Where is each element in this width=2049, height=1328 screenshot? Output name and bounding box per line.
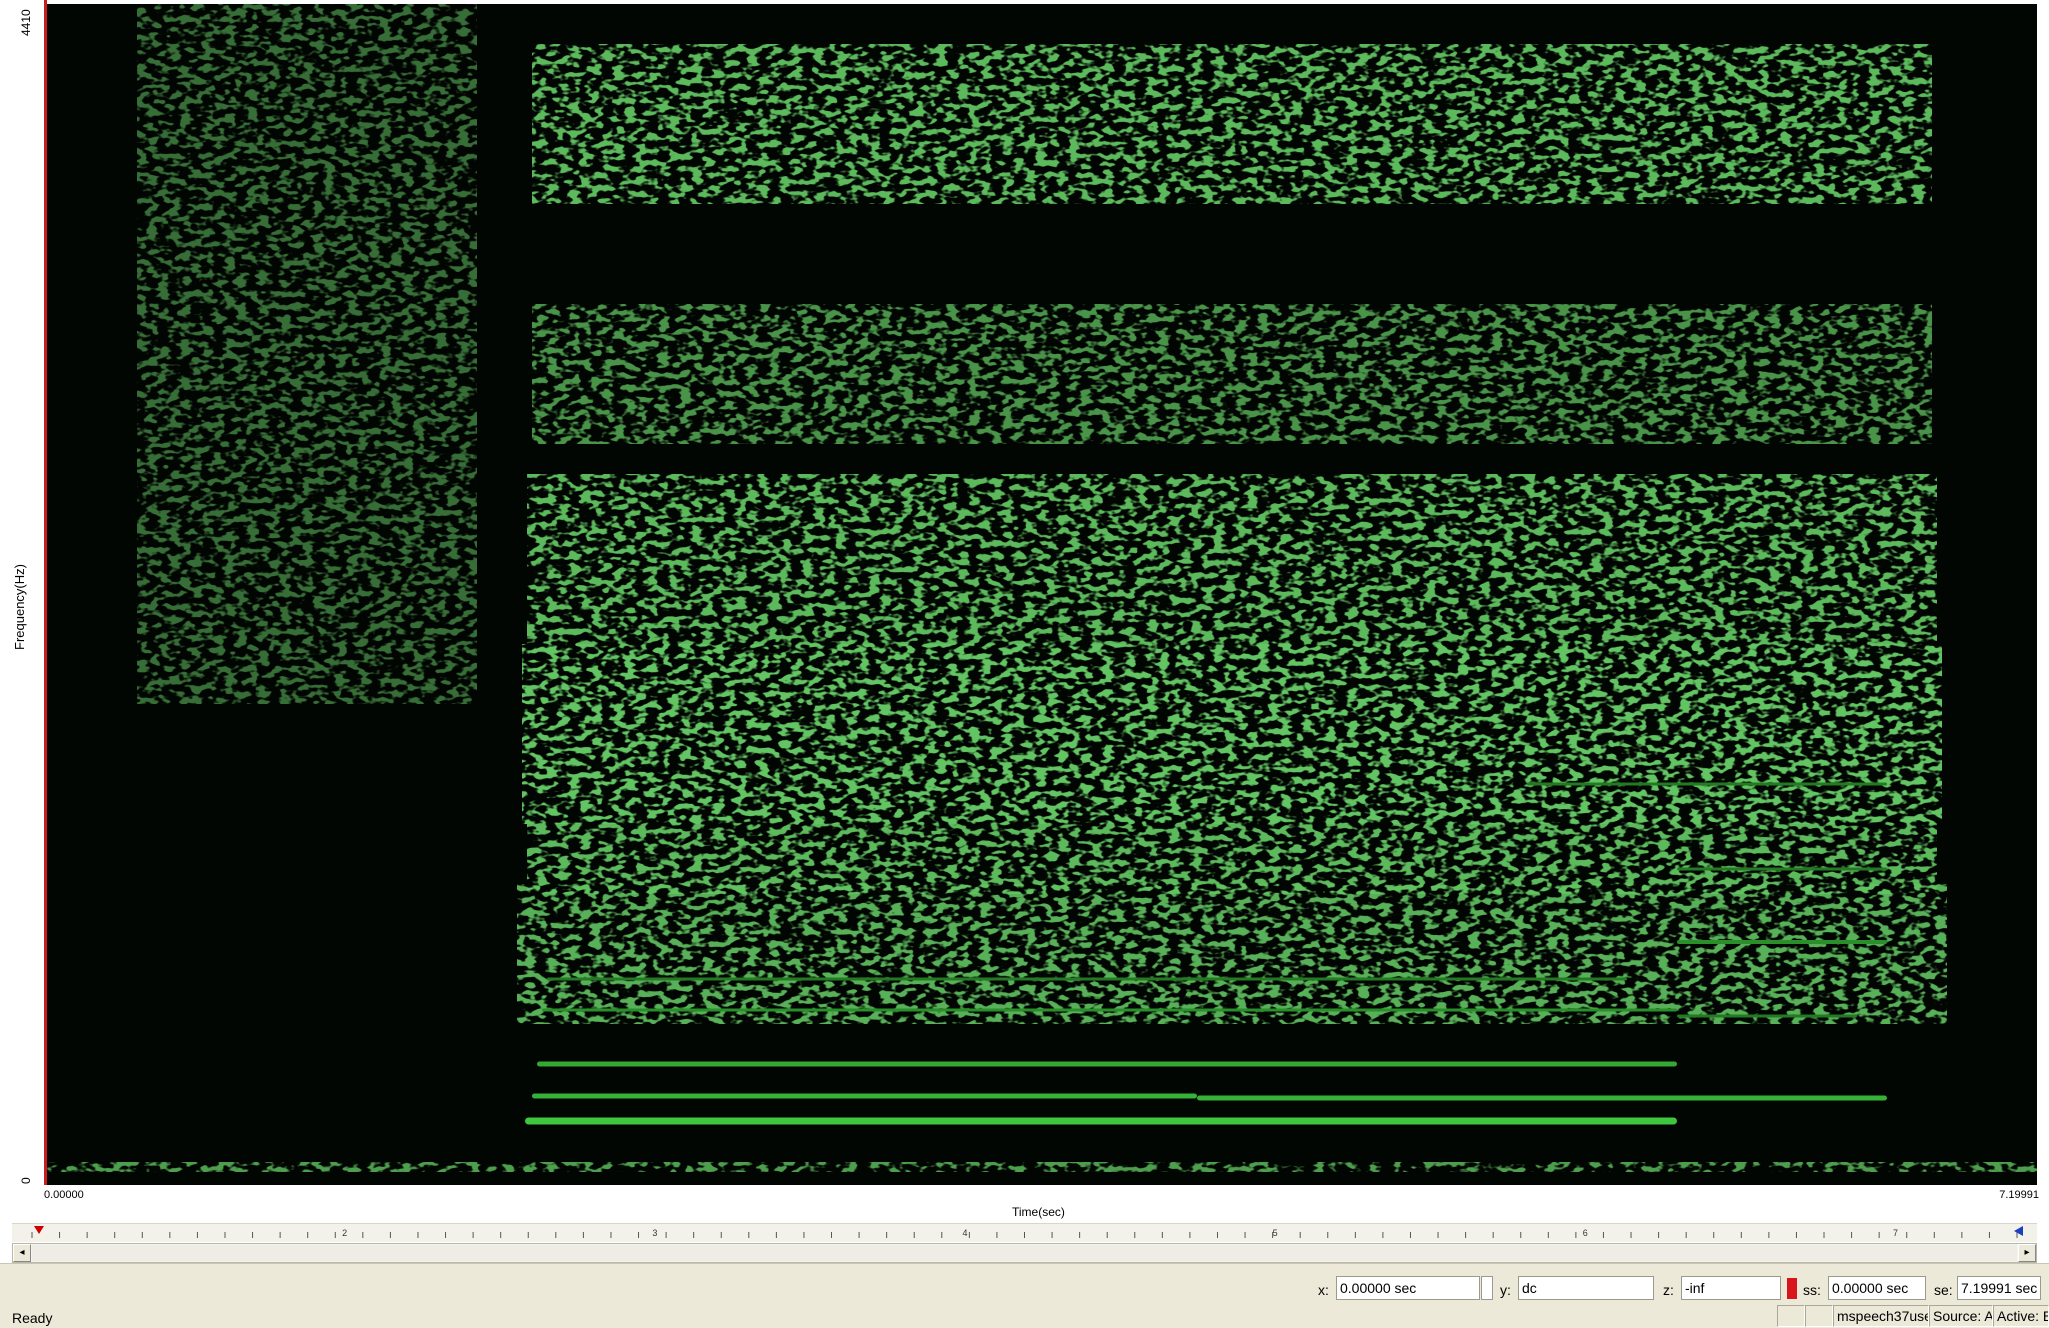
energy-band-low bbox=[517, 884, 1947, 1024]
timeline-ruler[interactable]: 2 3 4 5 6 7 bbox=[12, 1223, 2037, 1242]
y-axis: 4410 0 Frequency(Hz) bbox=[0, 0, 47, 1185]
x-field: 0.00000 sec bbox=[1336, 1276, 1480, 1300]
status-source: Source: A bbox=[1929, 1305, 1993, 1327]
selection-start-marker[interactable] bbox=[34, 1226, 44, 1234]
x-tick-max: 7.19991 bbox=[1999, 1189, 2039, 1201]
status-panel-empty-1 bbox=[1777, 1305, 1805, 1327]
harmonic-line-8 bbox=[1527, 782, 1887, 786]
cursor-line bbox=[44, 0, 47, 1185]
ss-field: 0.00000 sec bbox=[1828, 1276, 1926, 1300]
y-tick-max: 4410 bbox=[19, 9, 33, 36]
y-field: dc bbox=[1518, 1276, 1654, 1300]
harmonic-line-3 bbox=[537, 1061, 1677, 1067]
x-tick-min: 0.00000 bbox=[44, 1189, 84, 1201]
status-active: Active: B bbox=[1993, 1305, 2049, 1327]
spectrogram-image bbox=[47, 4, 2037, 1172]
y-field-label: y: bbox=[1500, 1282, 1511, 1298]
spectrogram-plot[interactable] bbox=[47, 4, 2037, 1185]
ruler-label: 2 bbox=[342, 1228, 347, 1238]
ss-field-label: ss: bbox=[1803, 1282, 1821, 1298]
record-indicator bbox=[1787, 1278, 1797, 1299]
energy-band-upper-mid bbox=[532, 304, 1932, 444]
se-field: 7.19991 sec bbox=[1957, 1276, 2041, 1300]
y-axis-label: Frequency(Hz) bbox=[12, 564, 27, 650]
energy-band-formant bbox=[522, 644, 1942, 824]
harmonic-line-2b bbox=[1197, 1095, 1887, 1101]
energy-region-early bbox=[137, 4, 477, 704]
selection-end-marker[interactable] bbox=[2014, 1226, 2023, 1236]
harmonic-line-4 bbox=[542, 1008, 1677, 1012]
x-axis-label: Time(sec) bbox=[1012, 1205, 1065, 1219]
harmonic-line-1 bbox=[525, 1117, 1677, 1125]
arrow-left-icon: ◂ bbox=[19, 1247, 25, 1258]
x-field-label: x: bbox=[1318, 1282, 1329, 1298]
harmonic-line-4b bbox=[1677, 1014, 1857, 1018]
z-field-label: z: bbox=[1663, 1282, 1674, 1298]
status-ready: Ready bbox=[12, 1310, 53, 1326]
harmonic-line-6 bbox=[1677, 940, 1887, 944]
harmonic-line-7 bbox=[1677, 867, 1887, 871]
harmonic-line-2a bbox=[532, 1093, 1197, 1099]
x-field-divider bbox=[1481, 1276, 1493, 1300]
harmonic-line-5 bbox=[547, 977, 1627, 981]
status-bar: x: 0.00000 sec y: dc z: -inf ss: 0.00000… bbox=[0, 1263, 2049, 1328]
scroll-right-button[interactable]: ▸ bbox=[2018, 1244, 2036, 1262]
ruler-label: 4 bbox=[962, 1228, 967, 1238]
horizontal-scrollbar[interactable]: ◂ ▸ bbox=[12, 1243, 2037, 1263]
se-field-label: se: bbox=[1934, 1282, 1953, 1298]
y-tick-min: 0 bbox=[19, 1177, 33, 1184]
ruler-label: 7 bbox=[1893, 1228, 1898, 1238]
z-field: -inf bbox=[1681, 1276, 1781, 1300]
status-panel-empty-2 bbox=[1805, 1305, 1833, 1327]
ruler-ticks: 2 3 4 5 6 7 bbox=[31, 1228, 2018, 1238]
ruler-label: 5 bbox=[1273, 1228, 1278, 1238]
scroll-left-button[interactable]: ◂ bbox=[13, 1244, 31, 1262]
ruler-label: 3 bbox=[652, 1228, 657, 1238]
scrollbar-thumb[interactable] bbox=[32, 1245, 2017, 1261]
plot-right-border bbox=[2037, 0, 2049, 1185]
arrow-right-icon: ▸ bbox=[2024, 1247, 2030, 1258]
status-file: mspeech37use bbox=[1833, 1305, 1929, 1327]
x-axis: 0.00000 7.19991 Time(sec) bbox=[0, 1185, 2049, 1225]
energy-band-high bbox=[532, 44, 1932, 204]
energy-floor bbox=[47, 1162, 2037, 1172]
ruler-label: 6 bbox=[1583, 1228, 1588, 1238]
